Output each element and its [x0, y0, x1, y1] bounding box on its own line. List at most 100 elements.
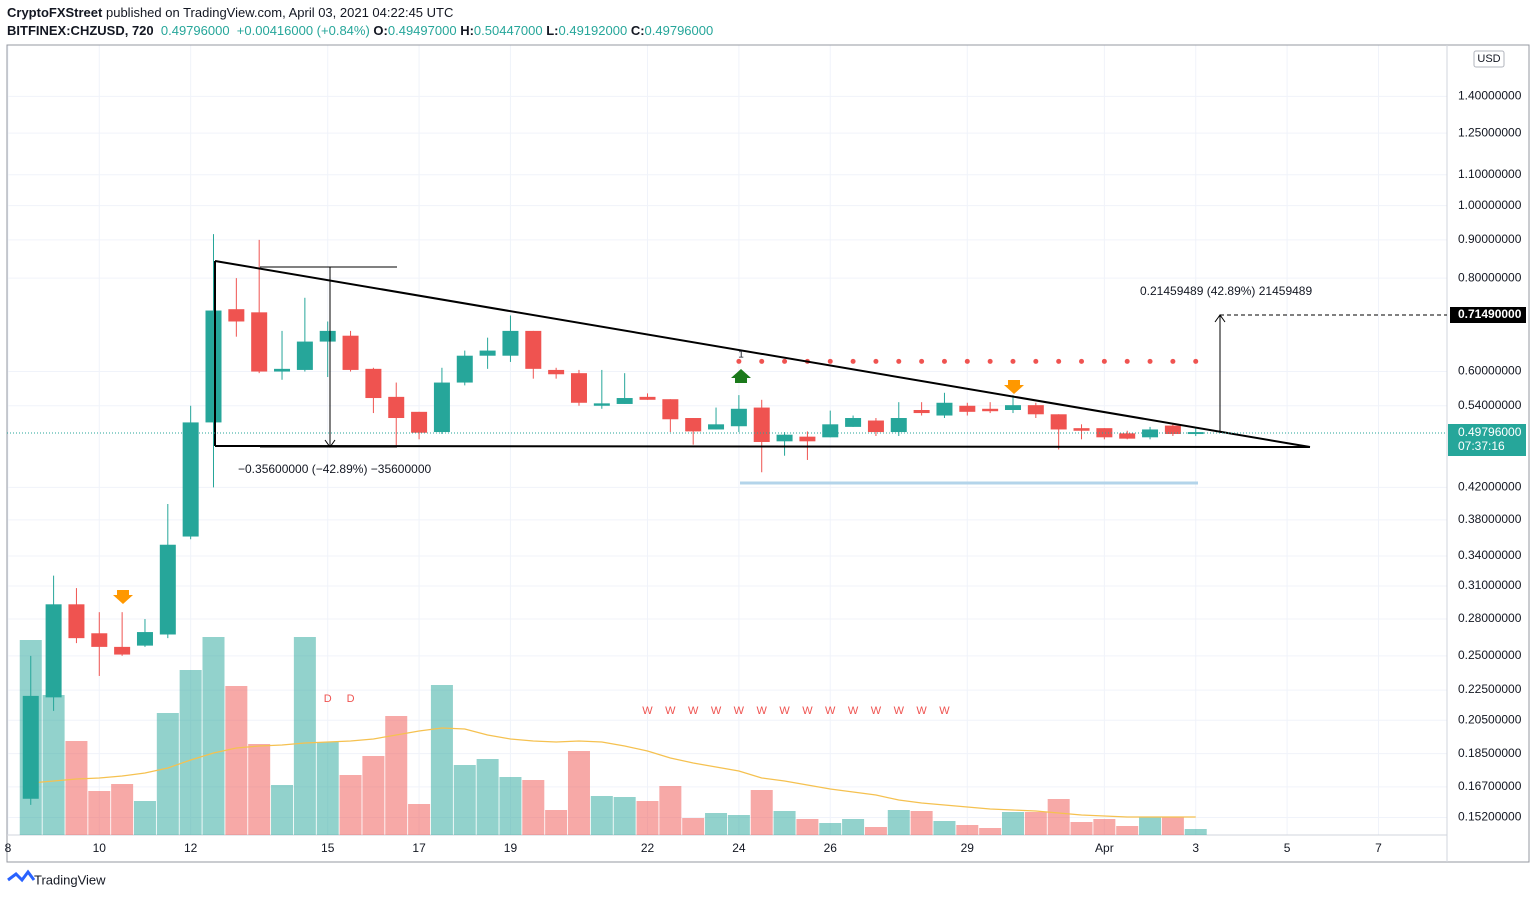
h-value: 0.50447000 — [473, 23, 543, 38]
volume-bar — [1116, 826, 1139, 835]
signal-dot — [941, 358, 947, 364]
l-label: L: — [546, 23, 559, 38]
volume-bar — [42, 695, 65, 835]
signal-dot — [987, 358, 993, 364]
volume-bar — [567, 751, 590, 835]
x-tick-label: 7 — [1375, 841, 1382, 855]
candle-body — [114, 646, 131, 655]
signal-dot — [759, 358, 765, 364]
publisher[interactable]: CryptoFXStreet — [7, 5, 103, 20]
candle-body — [890, 418, 907, 433]
candle-body — [1119, 433, 1136, 439]
volume-bar — [1161, 817, 1184, 835]
volume-bar — [636, 801, 659, 835]
volume-bar — [864, 827, 887, 835]
volume-bar — [1093, 819, 1116, 835]
volume-bar — [271, 785, 294, 835]
volume-bar — [979, 828, 1002, 835]
symbol: BITFINEX:CHZUSD, 720 — [7, 23, 154, 38]
candle-body — [1073, 428, 1090, 431]
l-value: 0.49192000 — [558, 23, 628, 38]
volume-bar — [133, 801, 156, 835]
countdown: 07:37:16 — [1458, 439, 1505, 453]
symbol-line: BITFINEX:CHZUSD, 720 0.49796000 +0.00416… — [7, 23, 713, 38]
y-tick-label: 0.18500000 — [1458, 746, 1522, 760]
candle-body — [822, 424, 839, 438]
candle-body — [1096, 428, 1113, 438]
volume-bar — [705, 813, 728, 835]
target-tag-text: 0.71490000 — [1458, 307, 1522, 321]
volume-bar — [682, 818, 705, 835]
x-tick-label: 22 — [641, 841, 655, 855]
volume-bar — [1139, 817, 1162, 835]
y-tick-label: 1.10000000 — [1458, 167, 1522, 181]
volume-bar — [248, 744, 271, 835]
last-tag-text: 0.49796000 — [1458, 425, 1522, 439]
signal-dot — [1010, 358, 1016, 364]
triangle-lower — [214, 445, 1311, 448]
volume-bar — [202, 637, 225, 835]
signal-dot — [827, 358, 833, 364]
signal-dot — [896, 358, 902, 364]
candle-body — [616, 398, 633, 404]
volume-bar — [408, 804, 431, 835]
candle-body — [365, 368, 382, 399]
volume-bar — [796, 819, 819, 835]
candle-body — [570, 373, 587, 403]
candle-body — [525, 330, 542, 369]
x-tick-label: 12 — [184, 841, 198, 855]
x-tick-label: 8 — [5, 841, 12, 855]
signal-label: W — [848, 705, 859, 717]
c-label: C: — [630, 23, 645, 38]
volume-bar — [476, 759, 499, 835]
volume-bar — [933, 821, 956, 835]
candle-body — [411, 411, 428, 433]
volume-bar — [88, 791, 111, 835]
signal-dot — [782, 358, 788, 364]
buy-arrow — [731, 369, 751, 383]
volume-bar — [111, 784, 134, 835]
signal-label: W — [757, 705, 768, 717]
volume-ma — [30, 727, 1196, 818]
y-tick-label: 0.90000000 — [1458, 232, 1522, 246]
signal-dot — [1170, 358, 1176, 364]
y-tick-label: 0.22500000 — [1458, 682, 1522, 696]
volume-bar — [659, 786, 682, 835]
candle-body — [274, 368, 291, 372]
signal-label: W — [916, 705, 927, 717]
candle-body — [799, 436, 816, 442]
volume-bar — [1047, 799, 1070, 835]
measure-arrow — [324, 439, 336, 448]
volume-bar — [522, 780, 545, 835]
candle-body — [639, 396, 656, 400]
currency-box[interactable] — [1473, 50, 1505, 68]
signal-label: W — [734, 705, 745, 717]
signal-label: W — [871, 705, 882, 717]
target-tag — [1450, 307, 1526, 323]
volume-bar — [293, 637, 316, 835]
volume-bar — [339, 775, 362, 835]
x-tick-label: 17 — [412, 841, 426, 855]
c-value: 0.49796000 — [644, 23, 714, 38]
signal-label: W — [939, 705, 950, 717]
footer-brand[interactable]: TradingView — [34, 872, 106, 887]
volume-bar — [179, 670, 202, 835]
candle-body — [228, 309, 245, 322]
logo — [7, 869, 36, 883]
y-tick-label: 0.31000000 — [1458, 578, 1522, 592]
last-tag — [1448, 424, 1526, 456]
candle-body — [159, 544, 176, 635]
y-tick-label: 0.25000000 — [1458, 648, 1522, 662]
signal-dot — [1033, 358, 1039, 364]
dot-label: 1 — [738, 350, 744, 361]
x-tick-label: 26 — [824, 841, 838, 855]
signal-dot — [1147, 358, 1153, 364]
publish-info: published on TradingView.com, April 03, … — [105, 5, 454, 20]
candle-body — [1050, 414, 1067, 430]
signal-dot — [850, 358, 856, 364]
signal-label: W — [894, 705, 905, 717]
candle-body — [68, 604, 85, 639]
volume-bar — [362, 756, 385, 835]
last-price: 0.49796000 — [160, 23, 230, 38]
volume-bar — [453, 765, 476, 835]
